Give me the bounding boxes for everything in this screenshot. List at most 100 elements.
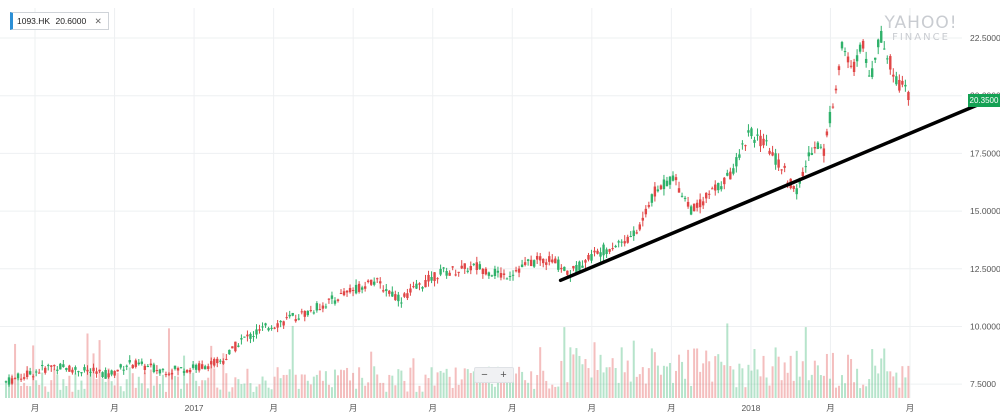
volume-bar: [656, 365, 659, 398]
volume-bar: [146, 388, 149, 398]
x-tick-label: 月: [906, 403, 915, 413]
volume-bar: [279, 378, 282, 398]
candle-body: [255, 329, 258, 335]
candle-body: [771, 152, 774, 156]
candle-body: [614, 245, 617, 248]
candle-body: [219, 360, 222, 362]
candle-body: [421, 287, 424, 289]
candle-body: [822, 148, 826, 156]
volume-bar: [844, 383, 847, 398]
volume-bar: [418, 385, 421, 398]
candle-body: [324, 306, 328, 308]
candle-body: [13, 378, 17, 380]
volume-bar: [847, 354, 850, 398]
volume-bar: [723, 365, 726, 398]
volume-bar: [101, 378, 104, 398]
candle-body: [659, 185, 663, 190]
candle-body: [312, 312, 316, 314]
candlesticks: [4, 25, 910, 387]
volume-bar: [904, 377, 907, 398]
candle-body: [889, 56, 892, 70]
volume-bar: [841, 375, 844, 398]
candle-body: [107, 373, 110, 378]
candle-body: [756, 134, 759, 136]
candle-body: [744, 145, 747, 147]
volume-bar: [871, 349, 874, 398]
volume-bar: [505, 369, 508, 398]
volume-bar: [249, 383, 252, 398]
volume-bar: [445, 368, 448, 398]
volume-bar: [436, 372, 439, 398]
volume-bar: [877, 373, 880, 398]
zoom-out-button[interactable]: −: [481, 369, 488, 381]
candle-body: [511, 274, 515, 276]
volume-bar: [732, 369, 735, 398]
volume-bar: [898, 387, 901, 398]
volume-bar: [641, 367, 644, 398]
candle-body: [98, 369, 101, 372]
volume-bar: [665, 366, 668, 398]
volume-bar: [623, 372, 626, 398]
candle-body: [801, 171, 804, 177]
volume-bar: [388, 374, 391, 398]
volume-bar: [512, 374, 515, 398]
ticker-chip[interactable]: 1093.HK 20.6000 ✕: [10, 12, 109, 30]
volume-bar: [563, 327, 566, 398]
zoom-in-button[interactable]: +: [500, 369, 507, 381]
volume-bar: [699, 371, 702, 398]
volume-bar: [385, 391, 388, 398]
volume-bar: [222, 353, 225, 398]
candle-body: [285, 317, 288, 319]
volume-bar: [198, 386, 201, 398]
volume-bar: [593, 342, 596, 398]
volume-bar: [201, 380, 204, 398]
candle-body: [650, 194, 654, 203]
candle-body: [68, 365, 71, 372]
candle-body: [647, 205, 651, 207]
x-tick-label: 月: [349, 403, 358, 413]
volume-bar: [306, 380, 309, 398]
close-icon[interactable]: ✕: [94, 16, 102, 26]
candle-body: [397, 294, 400, 302]
volume-bar: [183, 355, 186, 398]
volume-bar: [825, 353, 828, 398]
candle-body: [867, 75, 871, 77]
candle-body: [828, 111, 832, 124]
candle-body: [554, 258, 557, 264]
volume-bar: [662, 365, 665, 398]
candle-body: [86, 369, 89, 372]
candle-body: [641, 217, 645, 221]
volume-bar: [56, 374, 59, 398]
volume-bar: [343, 370, 346, 398]
volume-bar: [8, 384, 11, 398]
candle-body: [7, 377, 11, 385]
candle-body: [318, 309, 322, 311]
candle-body: [19, 378, 23, 380]
candle-body: [200, 364, 204, 369]
candle-body: [243, 336, 246, 338]
x-axis-labels: 月 月 2017 月 月 月 月 月 月 2018 月 月: [31, 403, 915, 413]
volume-bar: [50, 380, 53, 398]
candle-body: [677, 188, 681, 193]
volume-bar: [352, 372, 355, 398]
volume-bar: [116, 372, 119, 398]
candle-body: [28, 371, 32, 375]
volume-bar: [167, 328, 170, 398]
volume-bar: [856, 368, 859, 398]
volume-bar: [720, 361, 723, 398]
candle-body: [125, 365, 128, 367]
volume-bar: [315, 374, 318, 398]
volume-bar: [545, 380, 548, 398]
candle-body: [807, 152, 811, 157]
candle-body: [427, 274, 430, 282]
volume-bar: [696, 348, 699, 398]
volume-bar: [264, 380, 267, 398]
volume-bar: [122, 391, 125, 398]
candle-body: [711, 188, 714, 190]
candle-body: [563, 266, 566, 271]
volume-bar: [557, 386, 560, 398]
candle-body: [463, 263, 466, 269]
candle-body: [472, 263, 475, 265]
volume-bar: [17, 377, 20, 398]
